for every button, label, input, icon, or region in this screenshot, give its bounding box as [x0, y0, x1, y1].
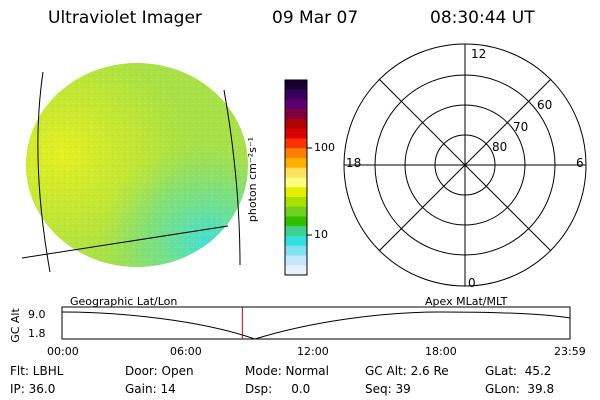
info-door: Door: Open: [125, 364, 194, 378]
colorbar-segment: [285, 177, 307, 188]
latitude-line: [21, 225, 229, 259]
info-filter: Flt: LBHL: [10, 364, 64, 378]
mlt-label-0: 0: [468, 276, 476, 290]
time-tick-0600: 06:00: [170, 345, 202, 358]
info-gain: Gain: 14: [125, 382, 176, 396]
info-ip: IP: 36.0: [10, 382, 56, 396]
colorbar-segment: [285, 119, 307, 130]
mlt-label-6: 6: [576, 156, 584, 170]
info-glat: GLat: 45.2: [485, 364, 552, 378]
info-dsp: Dsp: 0.0: [245, 382, 311, 396]
colorbar-segment: [285, 265, 307, 276]
longitude-line-right: [223, 89, 241, 266]
time-tick-1800: 18:00: [425, 345, 457, 358]
colorbar-segment: [285, 80, 307, 91]
longitude-line-left: [37, 71, 51, 273]
colorbar-tick-10: 10: [314, 228, 328, 241]
time-tick-1200: 12:00: [297, 345, 329, 358]
colorbar-tick-100: 100: [314, 141, 335, 154]
colorbar-segment: [285, 197, 307, 208]
colorbar-segment: [285, 187, 307, 198]
timeline-y-min: 1.8: [28, 327, 46, 340]
colorbar-segment: [285, 236, 307, 247]
altitude-curve: [61, 311, 571, 340]
colorbar-segment: [285, 109, 307, 120]
colorbar-segment: [285, 148, 307, 159]
colorbar-segment: [285, 206, 307, 217]
info-mode: Mode: Normal: [245, 364, 329, 378]
colorbar-segment: [285, 128, 307, 139]
lat-label-70: 70: [513, 120, 529, 134]
colorbar-segment: [285, 255, 307, 266]
colorbar-segment: [285, 245, 307, 256]
imager-title: Ultraviolet Imager: [48, 8, 202, 28]
time-tick-0000: 00:00: [47, 345, 79, 358]
mlt-label-18: 18: [346, 156, 362, 170]
time-label: 08:30:44 UT: [430, 8, 535, 28]
lat-label-80: 80: [492, 140, 508, 154]
info-glon: GLon: 39.8: [485, 382, 555, 396]
timeline-y-max: 9.0: [28, 308, 46, 321]
timeline-right-title: Apex MLat/MLT: [425, 295, 508, 308]
info-seq: Seq: 39: [365, 382, 411, 396]
colorbar-segment: [285, 138, 307, 149]
colorbar-segment: [285, 226, 307, 237]
date-label: 09 Mar 07: [272, 8, 359, 28]
mlt-label-12: 12: [471, 47, 487, 61]
lat-label-60: 60: [537, 98, 553, 112]
colorbar-segment: [285, 89, 307, 100]
timeline-left-title: Geographic Lat/Lon: [70, 295, 178, 308]
earth-disk: [26, 63, 248, 267]
colorbar-segment: [285, 99, 307, 110]
colorbar-segment: [285, 158, 307, 169]
info-gc-alt: GC Alt: 2.6 Re: [365, 364, 449, 378]
colorbar: [285, 80, 307, 276]
colorbar-segment: [285, 167, 307, 178]
time-tick-2359: 23:59: [554, 345, 586, 358]
colorbar-segment: [285, 216, 307, 227]
